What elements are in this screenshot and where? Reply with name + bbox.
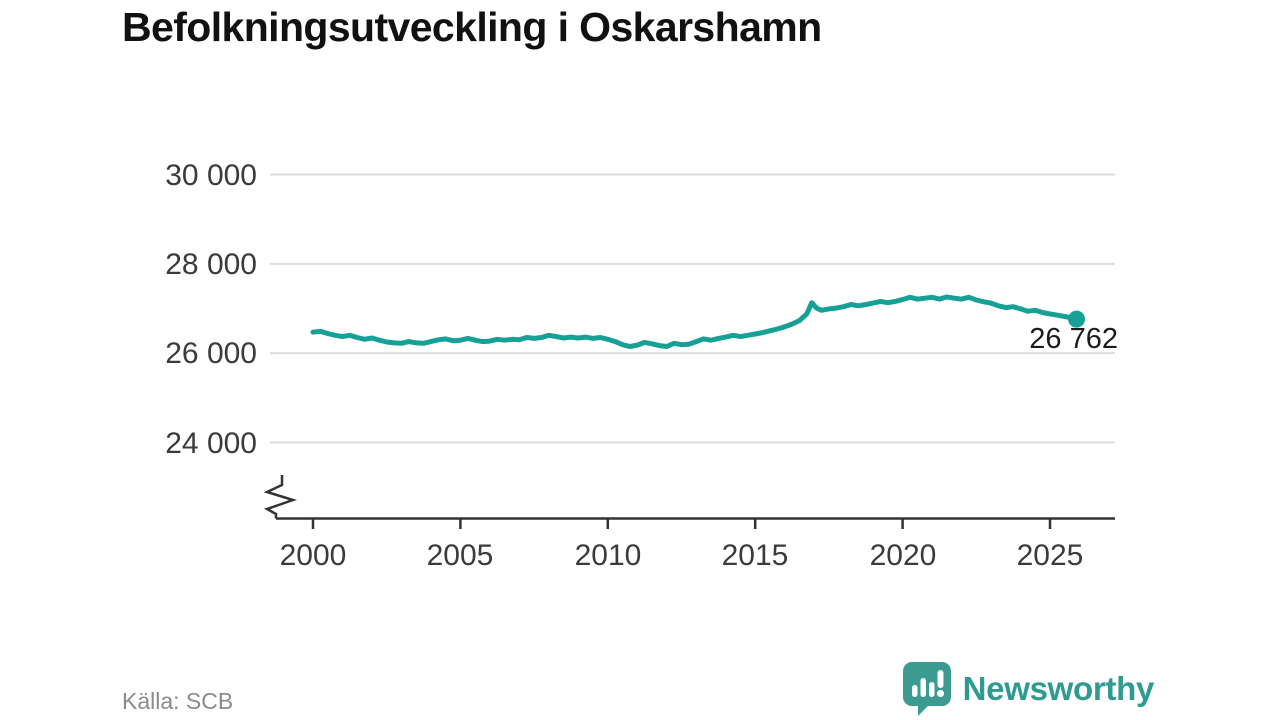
- population-line-series: [310, 294, 1086, 349]
- speech-bubble-shape: [902, 662, 951, 716]
- gridlines: [270, 173, 1115, 444]
- bar-medium: [928, 682, 935, 697]
- x-tick-2010: 2010: [575, 539, 642, 572]
- y-axis-break-symbol: [263, 475, 298, 519]
- newsworthy-logo: Newsworthy: [902, 661, 1154, 716]
- x-tick-2005: 2005: [427, 539, 494, 572]
- bar-tall: [920, 678, 926, 697]
- y-tick-30000: 30 000: [165, 159, 257, 192]
- x-tick-2020: 2020: [870, 539, 937, 572]
- axis-tick-labels: 30 000 28 000 26 000 24 000 2000 2005 20…: [165, 159, 1083, 572]
- exclamation-bar: [937, 670, 944, 688]
- chart-title: Befolkningsutveckling i Oskarshamn: [122, 4, 822, 50]
- y-tick-24000: 24 000: [165, 427, 257, 460]
- y-tick-26000: 26 000: [165, 337, 257, 370]
- series-end-dot: [1068, 310, 1086, 328]
- x-tick-2000: 2000: [280, 539, 347, 572]
- source-caption: Källa: SCB: [122, 688, 234, 714]
- y-tick-28000: 28 000: [165, 248, 257, 281]
- newsworthy-logo-icon: [902, 662, 951, 716]
- newsworthy-logo-text: Newsworthy: [962, 669, 1155, 707]
- bar-short: [911, 685, 918, 697]
- x-axis: [263, 475, 1115, 529]
- series-end-value-label: 26 762: [1029, 323, 1118, 355]
- exclamation-dot: [936, 689, 944, 698]
- x-tick-2025: 2025: [1017, 539, 1084, 572]
- x-tick-2015: 2015: [722, 539, 789, 572]
